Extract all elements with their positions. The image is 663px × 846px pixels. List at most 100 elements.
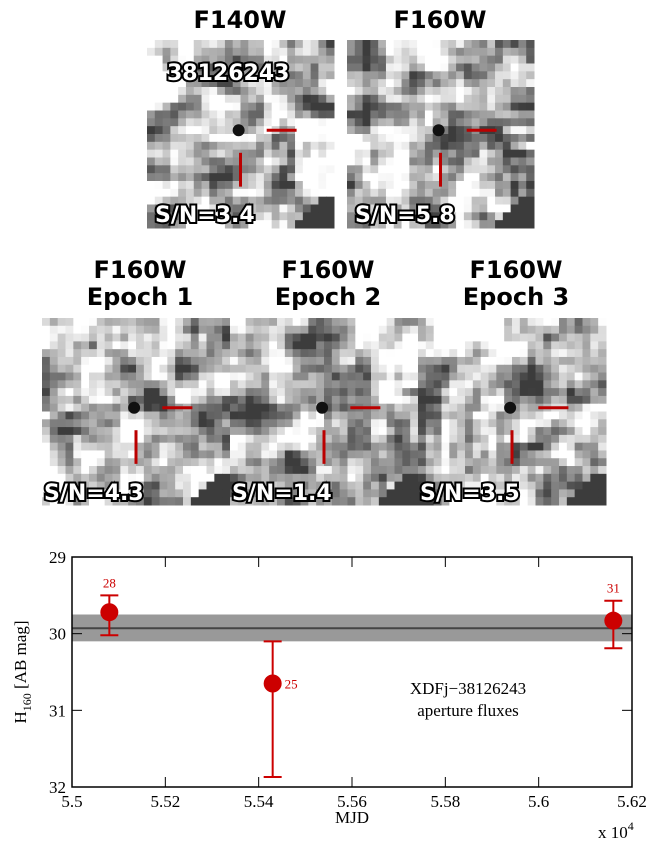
pixel [96,395,106,405]
pixel [535,411,544,420]
pixel [271,110,280,119]
pixel [183,325,192,335]
pixel [535,481,544,490]
pixel [457,349,466,358]
pixel [590,411,599,420]
pixel [402,481,411,490]
pixel [128,372,137,381]
pixel [232,141,241,151]
pixel [49,388,59,397]
pixel [457,481,466,490]
pixel [488,380,497,389]
pixel [261,380,270,389]
pixel [170,188,179,198]
pixel [472,333,482,342]
pixel [449,356,458,366]
pixel [128,349,137,358]
pixel [472,411,482,420]
pixel [224,94,234,104]
pixel [292,450,301,459]
pixel [566,481,576,490]
pixel [471,79,480,88]
pixel [269,489,278,498]
pixel [471,173,480,182]
pixel [300,380,309,389]
pixel [551,333,560,342]
pixel [308,341,317,350]
pixel [378,79,387,88]
pixel [378,173,387,182]
pixel [318,196,327,205]
pixel [535,318,544,327]
pixel [393,118,403,127]
pixel [465,388,474,397]
pixel [418,395,427,405]
pixel [190,497,200,506]
pixel [198,489,207,498]
sn-label: S/N=3.4 [155,203,255,228]
pixel [81,403,90,412]
pixel [112,489,121,498]
x-tick-label: 5.5 [61,792,82,811]
pixel [230,372,239,381]
pixel [393,173,403,182]
pixel [418,325,427,335]
pixel [535,395,544,405]
pixel [496,489,505,498]
pixel [201,204,210,213]
pixel [261,395,270,405]
pixel [401,102,410,111]
pixel [308,318,317,327]
pixel [214,349,223,358]
pixel [487,212,496,221]
pixel [324,442,333,451]
pixel [394,473,403,483]
pixel [240,87,249,96]
pixel [128,442,137,451]
pixel [347,110,356,119]
pixel [81,318,90,327]
pixel [292,458,301,467]
pixel [378,212,387,221]
pixel [224,204,234,213]
pixel [261,458,270,467]
pixel [378,497,388,506]
pixel [248,71,257,80]
pixel [347,196,356,205]
pixel [193,181,203,190]
pixel [318,94,327,104]
pixel [151,364,160,374]
pixel [224,173,234,182]
pixel [57,450,66,459]
pixel [488,349,497,358]
pixel [198,450,207,459]
pixel [136,341,145,350]
pixel [449,325,458,335]
pixel [89,458,98,467]
pixel [263,181,273,190]
pixel [471,157,480,166]
pixel [248,204,257,213]
pixel [510,110,519,119]
pixel [104,458,113,467]
y-label-rest: [AB mag] [11,621,30,694]
pixel [167,419,176,428]
pixel [300,395,309,405]
pixel [410,419,419,428]
pixel [193,63,203,72]
pixel [339,356,348,366]
pixel [526,40,535,49]
pixel [371,380,380,389]
pixel [425,458,435,467]
pixel [378,188,387,198]
pixel [424,196,434,205]
pixel [222,318,231,327]
pixel [370,63,379,72]
pixel [487,40,496,49]
pixel [378,466,388,475]
pixel [308,442,317,451]
pixel [355,388,364,397]
pixel [363,325,372,335]
pixel [504,388,513,397]
pixel [441,411,450,420]
